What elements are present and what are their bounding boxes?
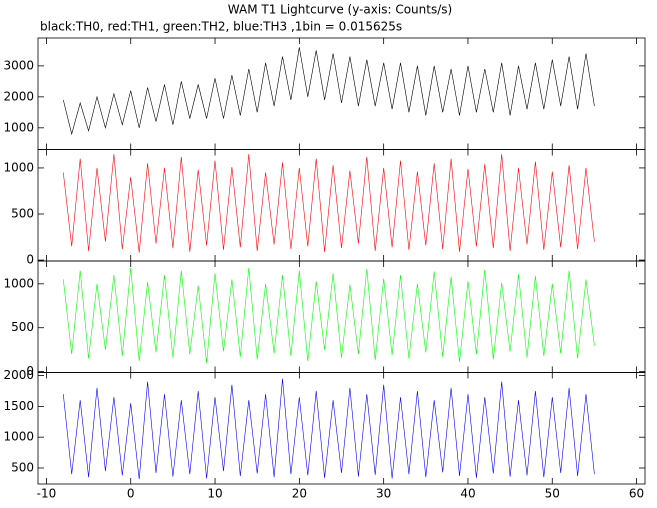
- panel-frame: [37, 37, 646, 150]
- x-tick-label: 0: [127, 487, 135, 501]
- x-tick-label: 30: [376, 487, 391, 501]
- lightcurve: [63, 47, 595, 136]
- x-tick-label: -10: [37, 487, 57, 501]
- panel-frame: [37, 372, 646, 485]
- y-tick-label: 2000: [3, 368, 34, 382]
- y-tick-label: 0: [26, 253, 34, 267]
- y-tick-label: 1000: [3, 276, 34, 290]
- chart-title: WAM T1 Lightcurve (y-axis: Counts/s): [228, 3, 452, 17]
- y-tick-label: 500: [11, 207, 34, 221]
- y-tick-label: 1000: [3, 120, 34, 134]
- y-tick-label: 1500: [3, 399, 34, 413]
- y-tick-label: 1000: [3, 430, 34, 444]
- lightcurve: [63, 154, 595, 253]
- y-tick-label: 2000: [3, 89, 34, 103]
- x-tick-label: 20: [292, 487, 307, 501]
- lightcurve: [63, 267, 595, 363]
- y-tick-label: 500: [11, 320, 34, 334]
- chart-subtitle: black:TH0, red:TH1, green:TH2, blue:TH3 …: [40, 20, 402, 34]
- panel-frame: [37, 149, 646, 262]
- x-tick-label: 60: [629, 487, 644, 501]
- y-tick-label: 3000: [3, 58, 34, 72]
- x-tick-label: 40: [460, 487, 475, 501]
- lightcurve: [63, 378, 595, 480]
- x-tick-label: 50: [545, 487, 560, 501]
- y-tick-label: 0: [26, 364, 34, 378]
- x-tick-label: 10: [207, 487, 222, 501]
- y-tick-label: 1000: [3, 160, 34, 174]
- y-tick-label: 500: [11, 460, 34, 474]
